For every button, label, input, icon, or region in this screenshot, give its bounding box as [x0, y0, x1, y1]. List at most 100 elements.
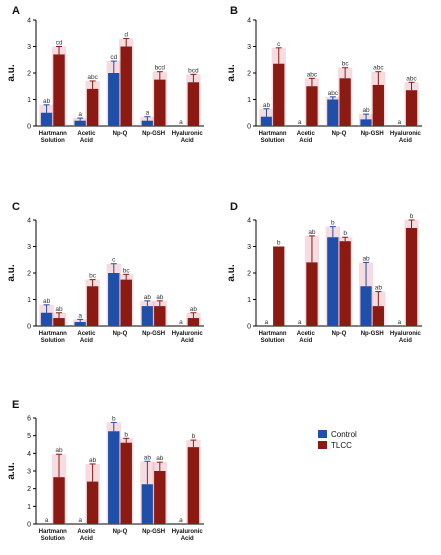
- significance-label: ab: [362, 255, 370, 262]
- legend: Control TLCC: [318, 430, 357, 450]
- y-axis-label: a.u.: [226, 264, 237, 281]
- significance-label: ab: [156, 294, 164, 301]
- y-tick-label: 6: [27, 416, 31, 423]
- significance-label: c: [277, 41, 281, 48]
- significance-label: a: [146, 110, 150, 117]
- bar: [154, 471, 166, 524]
- significance-label: a: [298, 119, 302, 126]
- x-tick-label: Acid: [80, 138, 93, 144]
- bar: [40, 112, 53, 126]
- y-tick-label: 0: [247, 124, 251, 131]
- significance-label: abc: [373, 65, 384, 72]
- x-tick-label: Np-GSH: [361, 331, 384, 337]
- significance-label: a: [179, 319, 183, 326]
- y-tick-label: 4: [27, 218, 31, 225]
- x-tick-label: Acetic: [297, 131, 316, 137]
- significance-label: ab: [308, 229, 316, 236]
- x-tick-label: Hartmann: [259, 331, 287, 337]
- significance-label: ab: [144, 294, 152, 301]
- significance-label: bc: [342, 61, 350, 68]
- bar: [86, 286, 99, 326]
- bar: [40, 312, 53, 326]
- x-tick-label: Hartmann: [39, 131, 67, 137]
- bar: [306, 86, 318, 126]
- x-tick-label: Acetic: [77, 331, 96, 337]
- x-tick-label: Np-Q: [113, 529, 128, 535]
- x-tick-label: Np-Q: [113, 331, 128, 337]
- x-tick-label: Acetic: [297, 331, 316, 337]
- y-tick-label: 3: [247, 44, 251, 51]
- significance-label: ab: [43, 98, 51, 105]
- significance-label: abc: [307, 71, 318, 78]
- bar: [360, 119, 372, 126]
- bar: [86, 88, 99, 126]
- bar: [187, 82, 200, 126]
- x-tick-label: Acetic: [77, 131, 96, 137]
- significance-label: abc: [328, 90, 339, 97]
- bar: [405, 227, 418, 326]
- x-tick-label: Solution: [41, 338, 65, 344]
- y-tick-label: 5: [27, 433, 31, 440]
- bar: [108, 73, 120, 126]
- x-tick-label: Np-Q: [332, 331, 347, 337]
- bar: [372, 306, 384, 326]
- significance-label: a: [265, 319, 269, 326]
- bar: [273, 63, 285, 126]
- significance-label: ab: [263, 102, 271, 109]
- bar: [53, 318, 65, 326]
- bar: [327, 99, 339, 126]
- significance-label: b: [277, 240, 281, 247]
- y-axis-label: a.u.: [6, 64, 17, 81]
- x-tick-label: Solution: [41, 138, 65, 144]
- bar: [154, 79, 166, 126]
- x-tick-label: Np-GSH: [142, 529, 165, 535]
- significance-label: a: [78, 517, 82, 524]
- x-tick-label: Solution: [261, 138, 285, 144]
- x-tick-label: Acetic: [77, 529, 96, 535]
- y-tick-label: 2: [27, 271, 31, 278]
- significance-label: a: [397, 119, 401, 126]
- significance-label: bcd: [155, 65, 166, 72]
- panel-d: Da.u.01234abHartmannSolutionaabAceticAci…: [226, 201, 422, 344]
- significance-label: d: [124, 32, 128, 39]
- bar: [53, 54, 65, 127]
- x-tick-label: Acid: [80, 536, 93, 542]
- significance-label: a: [78, 312, 82, 319]
- bar: [74, 322, 86, 326]
- y-tick-label: 4: [27, 18, 31, 25]
- x-tick-label: Acid: [399, 338, 412, 344]
- x-tick-label: Acid: [299, 338, 312, 344]
- significance-label: c: [112, 257, 116, 264]
- significance-label: b: [343, 230, 347, 237]
- significance-label: ab: [190, 306, 198, 313]
- bar: [327, 237, 339, 326]
- bar: [141, 306, 154, 326]
- x-tick-label: Acid: [181, 338, 194, 344]
- significance-label: a: [179, 517, 183, 524]
- panel-letter: E: [12, 399, 19, 411]
- y-tick-label: 2: [247, 71, 251, 78]
- bar: [360, 286, 372, 326]
- y-axis-label: a.u.: [6, 264, 17, 281]
- x-tick-label: Solution: [261, 338, 285, 344]
- x-tick-label: Np-GSH: [142, 331, 165, 337]
- y-tick-label: 3: [27, 469, 31, 476]
- significance-label: a: [397, 319, 401, 326]
- panel-b: Ba.u.01234abcHartmannSolutionaabcAceticA…: [226, 5, 422, 144]
- x-tick-label: Acid: [399, 138, 412, 144]
- significance-label: cd: [110, 54, 117, 61]
- bar: [187, 318, 200, 326]
- y-tick-label: 1: [27, 97, 31, 104]
- significance-label: ab: [144, 454, 152, 461]
- y-tick-label: 4: [247, 18, 251, 25]
- bar: [141, 120, 154, 126]
- panel-c: Ca.u.01234ababHartmannSolutionabcAceticA…: [6, 201, 204, 344]
- x-tick-label: Hartmann: [39, 529, 67, 535]
- y-tick-label: 2: [27, 71, 31, 78]
- y-tick-label: 0: [27, 522, 31, 529]
- x-tick-label: Np-Q: [332, 131, 347, 137]
- x-tick-label: Hyaluronic: [172, 131, 204, 137]
- bar: [273, 246, 285, 326]
- x-tick-label: Solution: [41, 536, 65, 542]
- y-tick-label: 0: [27, 324, 31, 331]
